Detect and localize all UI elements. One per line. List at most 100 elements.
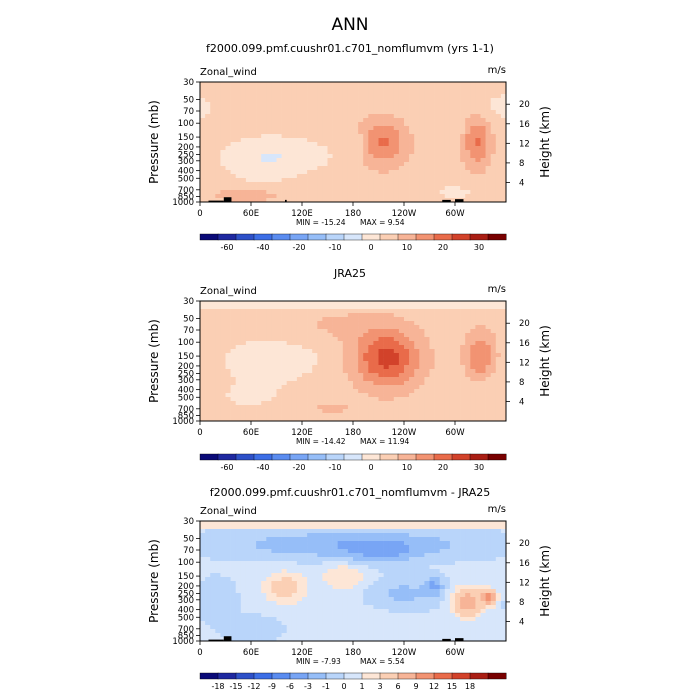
field-cell: [480, 102, 486, 107]
field-cell: [368, 357, 374, 362]
field-cell: [205, 345, 211, 350]
field-cell: [434, 417, 440, 422]
field-cell: [414, 337, 420, 342]
pressure-tick-label: 30: [183, 78, 194, 88]
field-cell: [312, 597, 318, 602]
field-cell: [251, 537, 257, 542]
field-cell: [470, 158, 476, 163]
field-cell: [266, 182, 272, 187]
field-cell: [409, 577, 415, 582]
field-cell: [200, 409, 206, 414]
field-cell: [337, 182, 344, 187]
field-cell: [261, 329, 267, 334]
field-cell: [398, 178, 405, 183]
field-cell: [240, 373, 247, 378]
field-cell: [495, 142, 502, 147]
field-cell: [460, 381, 466, 386]
field-cell: [424, 573, 430, 578]
field-cell: [245, 102, 252, 107]
field-cell: [434, 134, 440, 139]
field-cell: [490, 537, 497, 542]
field-cell: [404, 102, 410, 107]
field-cell: [215, 397, 221, 402]
field-cell: [302, 313, 308, 318]
field-cell: [373, 134, 379, 139]
field-cell: [286, 301, 293, 306]
field-cell: [312, 198, 318, 203]
field-cell: [235, 106, 242, 111]
field-cell: [378, 190, 384, 195]
field-cell: [286, 397, 293, 402]
field-cell: [296, 385, 303, 390]
field-cell: [378, 553, 384, 558]
field-cell: [291, 126, 298, 131]
field-cell: [444, 337, 451, 342]
field-cell: [414, 389, 420, 394]
field-cell: [307, 549, 313, 554]
field-cell: [327, 158, 333, 163]
field-cell: [302, 329, 308, 334]
field-cell: [388, 305, 395, 310]
field-cell: [358, 186, 364, 191]
field-cell: [286, 381, 293, 386]
field-cell: [245, 337, 252, 342]
field-cell: [358, 409, 364, 414]
field-cell: [490, 98, 497, 103]
field-cell: [276, 557, 282, 562]
field-cell: [205, 589, 211, 594]
field-cell: [200, 150, 206, 155]
field-cell: [251, 581, 257, 586]
field-cell: [307, 190, 313, 195]
field-cell: [210, 313, 216, 318]
field-cell: [210, 82, 216, 87]
field-cell: [500, 82, 507, 87]
field-cell: [200, 557, 206, 562]
field-cell: [200, 138, 206, 143]
field-cell: [363, 134, 369, 139]
field-cell: [444, 557, 451, 562]
field-cell: [296, 581, 303, 586]
field-cell: [235, 381, 242, 386]
field-cell: [409, 305, 415, 310]
field-cell: [251, 174, 257, 179]
field-cell: [373, 353, 379, 358]
field-cell: [444, 106, 451, 111]
field-cell: [429, 150, 435, 155]
field-cell: [424, 585, 430, 590]
field-cell: [444, 333, 451, 338]
field-cell: [439, 541, 446, 546]
field-cell: [235, 417, 242, 422]
field-cell: [500, 377, 507, 382]
field-cell: [307, 162, 313, 167]
field-cell: [434, 158, 440, 163]
field-cell: [500, 178, 507, 183]
field-cell: [235, 178, 242, 183]
field-cell: [307, 349, 313, 354]
field-cell: [439, 525, 446, 530]
field-cell: [261, 114, 267, 119]
field-cell: [245, 194, 252, 199]
field-cell: [393, 389, 400, 394]
field-cell: [256, 321, 262, 326]
field-cell: [398, 381, 405, 386]
field-cell: [455, 194, 461, 199]
field-cell: [317, 385, 323, 390]
field-cell: [215, 337, 221, 342]
field-cell: [296, 369, 303, 374]
field-cell: [378, 102, 384, 107]
field-cell: [480, 317, 486, 322]
field-cell: [281, 545, 287, 550]
field-cell: [424, 110, 430, 115]
field-cell: [296, 357, 303, 362]
field-cell: [353, 114, 359, 119]
field-cell: [409, 102, 415, 107]
field-cell: [230, 154, 236, 159]
field-cell: [358, 337, 364, 342]
field-cell: [363, 190, 369, 195]
field-cell: [449, 118, 456, 123]
field-cell: [353, 186, 359, 191]
field-cell: [393, 82, 400, 87]
field-cell: [200, 110, 206, 115]
field-cell: [327, 174, 333, 179]
field-cell: [404, 413, 410, 418]
